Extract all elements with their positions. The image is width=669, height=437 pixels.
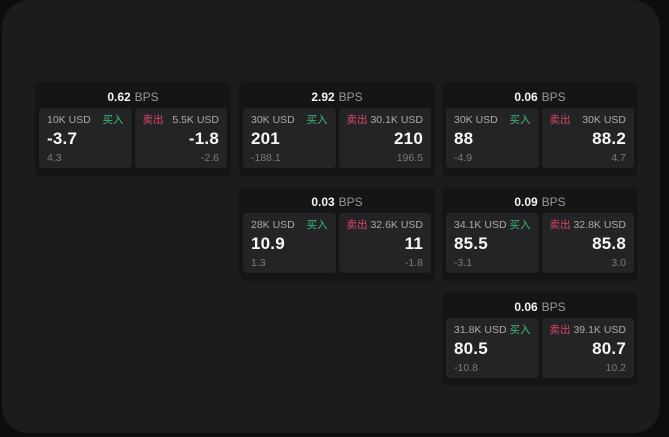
quote-card-3: 0.06 BPS 30K USD 买入 88 -4.9 卖出 30K USD 8… xyxy=(442,82,638,176)
spread-value: 0.06 xyxy=(514,300,538,314)
spread-unit: BPS xyxy=(541,90,566,104)
buy-label: 买入 xyxy=(306,114,328,126)
buy-size: 10K USD xyxy=(47,114,91,126)
spread-unit: BPS xyxy=(338,90,363,104)
spread-value: 2.92 xyxy=(311,90,335,104)
spread-header: 0.09 BPS xyxy=(446,191,634,213)
buy-sub-value: 4.3 xyxy=(47,152,62,164)
sell-pane[interactable]: 卖出 32.6K USD 11 -1.8 xyxy=(338,213,431,273)
quote-body: 34.1K USD 买入 85.5 -3.1 卖出 32.8K USD 85.8… xyxy=(446,213,634,273)
sell-sub-value: 3.0 xyxy=(611,257,626,269)
sell-label: 卖出 xyxy=(549,219,571,231)
sell-sub-value: -1.8 xyxy=(404,257,423,269)
sell-pane[interactable]: 卖出 5.5K USD -1.8 -2.6 xyxy=(134,108,227,168)
sell-sub-value: 10.2 xyxy=(605,362,626,374)
sell-label: 卖出 xyxy=(142,114,164,126)
sell-size: 5.5K USD xyxy=(172,114,219,126)
spread-unit: BPS xyxy=(541,195,566,209)
sell-label: 卖出 xyxy=(346,114,368,126)
buy-price: -3.7 xyxy=(47,129,78,148)
buy-pane[interactable]: 31.8K USD 买入 80.5 -10.8 xyxy=(446,318,539,378)
buy-sub-value: -188.1 xyxy=(251,152,281,164)
quote-card-5: 0.09 BPS 34.1K USD 买入 85.5 -3.1 卖出 32.8K… xyxy=(442,187,638,281)
sell-price: -1.8 xyxy=(188,129,219,148)
sell-price: 11 xyxy=(404,234,423,253)
buy-label: 买入 xyxy=(509,114,531,126)
buy-pane[interactable]: 10K USD 买入 -3.7 4.3 xyxy=(39,108,132,168)
spread-value: 0.06 xyxy=(514,90,538,104)
buy-price: 85.5 xyxy=(454,234,488,253)
buy-label: 买入 xyxy=(102,114,124,126)
spread-value: 0.03 xyxy=(311,195,335,209)
spread-unit: BPS xyxy=(134,90,159,104)
buy-pane[interactable]: 34.1K USD 买入 85.5 -3.1 xyxy=(446,213,539,273)
buy-pane[interactable]: 30K USD 买入 88 -4.9 xyxy=(446,108,539,168)
buy-price: 88 xyxy=(454,129,474,148)
quote-body: 30K USD 买入 201 -188.1 卖出 30.1K USD 210 1… xyxy=(243,108,431,168)
sell-size: 30K USD xyxy=(582,114,626,126)
sell-pane[interactable]: 卖出 39.1K USD 80.7 10.2 xyxy=(541,318,634,378)
sell-sub-value: 4.7 xyxy=(611,152,626,164)
quote-card-1: 0.62 BPS 10K USD 买入 -3.7 4.3 卖出 5.5K USD… xyxy=(35,82,231,176)
buy-size: 28K USD xyxy=(251,219,295,231)
buy-size: 34.1K USD xyxy=(454,219,507,231)
spread-header: 0.62 BPS xyxy=(39,86,227,108)
sell-price: 85.8 xyxy=(592,234,626,253)
buy-size: 30K USD xyxy=(251,114,295,126)
buy-pane[interactable]: 28K USD 买入 10.9 1.3 xyxy=(243,213,336,273)
buy-sub-value: -3.1 xyxy=(454,257,473,269)
spread-header: 0.06 BPS xyxy=(446,296,634,318)
quote-card-4: 0.03 BPS 28K USD 买入 10.9 1.3 卖出 32.6K US… xyxy=(239,187,435,281)
sell-size: 32.6K USD xyxy=(370,219,423,231)
buy-sub-value: 1.3 xyxy=(251,257,266,269)
quote-body: 28K USD 买入 10.9 1.3 卖出 32.6K USD 11 -1.8 xyxy=(243,213,431,273)
buy-sub-value: -10.8 xyxy=(454,362,478,374)
spread-header: 0.03 BPS xyxy=(243,191,431,213)
sell-price: 88.2 xyxy=(592,129,626,148)
spread-header: 2.92 BPS xyxy=(243,86,431,108)
buy-label: 买入 xyxy=(306,219,328,231)
sell-price: 210 xyxy=(394,129,423,148)
buy-price: 201 xyxy=(251,129,280,148)
sell-label: 卖出 xyxy=(346,219,368,231)
sell-sub-value: -2.6 xyxy=(200,152,219,164)
quote-card-2: 2.92 BPS 30K USD 买入 201 -188.1 卖出 30.1K … xyxy=(239,82,435,176)
sell-label: 卖出 xyxy=(549,114,571,126)
sell-pane[interactable]: 卖出 30.1K USD 210 196.5 xyxy=(338,108,431,168)
sell-pane[interactable]: 卖出 30K USD 88.2 4.7 xyxy=(541,108,634,168)
buy-price: 80.5 xyxy=(454,339,488,358)
sell-size: 30.1K USD xyxy=(370,114,423,126)
buy-price: 10.9 xyxy=(251,234,285,253)
spread-header: 0.06 BPS xyxy=(446,86,634,108)
buy-label: 买入 xyxy=(509,324,531,336)
spread-unit: BPS xyxy=(338,195,363,209)
sell-sub-value: 196.5 xyxy=(396,152,423,164)
spread-value: 0.62 xyxy=(107,90,131,104)
sell-size: 39.1K USD xyxy=(573,324,626,336)
sell-price: 80.7 xyxy=(592,339,626,358)
sell-size: 32.8K USD xyxy=(573,219,626,231)
buy-label: 买入 xyxy=(509,219,531,231)
spread-unit: BPS xyxy=(541,300,566,314)
quote-card-6: 0.06 BPS 31.8K USD 买入 80.5 -10.8 卖出 39.1… xyxy=(442,292,638,386)
buy-size: 30K USD xyxy=(454,114,498,126)
quote-body: 30K USD 买入 88 -4.9 卖出 30K USD 88.2 4.7 xyxy=(446,108,634,168)
quote-body: 31.8K USD 买入 80.5 -10.8 卖出 39.1K USD 80.… xyxy=(446,318,634,378)
sell-pane[interactable]: 卖出 32.8K USD 85.8 3.0 xyxy=(541,213,634,273)
buy-pane[interactable]: 30K USD 买入 201 -188.1 xyxy=(243,108,336,168)
spread-value: 0.09 xyxy=(514,195,538,209)
buy-sub-value: -4.9 xyxy=(454,152,473,164)
buy-size: 31.8K USD xyxy=(454,324,507,336)
quote-body: 10K USD 买入 -3.7 4.3 卖出 5.5K USD -1.8 -2.… xyxy=(39,108,227,168)
sell-label: 卖出 xyxy=(549,324,571,336)
